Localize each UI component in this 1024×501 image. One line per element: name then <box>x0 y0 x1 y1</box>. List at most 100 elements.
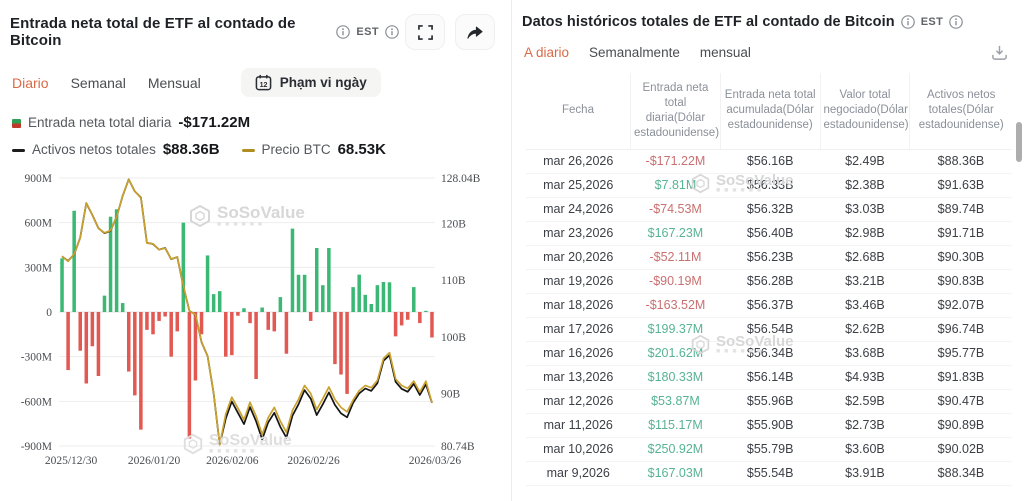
legend-value: $88.36B <box>162 141 220 158</box>
fullscreen-icon <box>417 24 433 40</box>
legend-value: 68.53K <box>337 141 386 158</box>
cell-fecha: mar 20,2026 <box>526 245 631 270</box>
date-range-button[interactable]: 12 Phạm vi ngày <box>240 68 381 97</box>
table-row[interactable]: mar 16,2026 $201.62M $56.34B $3.68B $95.77B <box>526 341 1012 366</box>
table-row[interactable]: mar 13,2026 $180.33M $56.14B $4.93B $91.83B <box>526 365 1012 390</box>
svg-text:100B: 100B <box>441 332 466 344</box>
cell-acumulada: $56.54B <box>720 317 821 342</box>
cell-activos: $90.89B <box>909 413 1012 438</box>
legend-item[interactable]: Activos netos totales $88.36B <box>12 138 220 162</box>
cell-negociado: $3.21B <box>820 269 910 294</box>
cell-fecha: mar 26,2026 <box>526 149 631 174</box>
right-tabs: A diario Semanalmente mensual <box>512 30 1024 61</box>
tab-semanal[interactable]: Semanal <box>70 74 126 91</box>
table-row[interactable]: mar 23,2026 $167.23M $56.40B $2.98B $91.71B <box>526 221 1012 246</box>
cell-acumulada: $55.90B <box>720 413 821 438</box>
cell-fecha: mar 13,2026 <box>526 365 631 390</box>
column-header: Fecha <box>526 73 631 150</box>
svg-text:-300M: -300M <box>21 352 52 364</box>
cell-acumulada: $56.40B <box>720 221 821 246</box>
table-row[interactable]: mar 9,2026 $167.03M $55.54B $3.91B $88.34B <box>526 461 1012 486</box>
legend-item[interactable]: Entrada neta total diaria -$171.22M <box>12 111 250 135</box>
column-header: Entrada neta total acumulada(Dólar estad… <box>720 73 821 150</box>
legend-label: Entrada neta total diaria <box>28 115 172 130</box>
svg-text:300M: 300M <box>25 262 52 274</box>
table-row[interactable]: mar 20,2026 -$52.11M $56.23B $2.68B $90.30B <box>526 245 1012 270</box>
cell-negociado: $2.68B <box>820 245 910 270</box>
cell-activos: $88.36B <box>909 149 1012 174</box>
svg-text:80.74B: 80.74B <box>441 441 475 453</box>
date-range-label: Phạm vi ngày <box>279 75 367 90</box>
cell-fecha: mar 25,2026 <box>526 173 631 198</box>
cell-activos: $95.77B <box>909 341 1012 366</box>
cell-diaria: $250.92M <box>630 437 721 462</box>
table-row[interactable]: mar 19,2026 -$90.19M $56.28B $3.21B $90.83B <box>526 269 1012 294</box>
download-button[interactable] <box>991 44 1014 61</box>
cell-diaria: $199.37M <box>630 317 721 342</box>
tab-a-diario[interactable]: A diario <box>524 45 570 60</box>
cell-negociado: $3.60B <box>820 437 910 462</box>
table-row[interactable]: mar 17,2026 $199.37M $56.54B $2.62B $96.74B <box>526 317 1012 342</box>
tab-semanalmente[interactable]: Semanalmente <box>589 45 680 60</box>
cell-activos: $96.74B <box>909 317 1012 342</box>
cell-diaria: $201.62M <box>630 341 721 366</box>
table-row[interactable]: mar 26,2026 -$171.22M $56.16B $2.49B $88.36B <box>526 149 1012 174</box>
cell-fecha: mar 9,2026 <box>526 461 631 486</box>
cell-fecha: mar 19,2026 <box>526 269 631 294</box>
info-icon[interactable] <box>949 15 964 29</box>
cell-fecha: mar 24,2026 <box>526 197 631 222</box>
cell-acumulada: $56.32B <box>720 197 821 222</box>
tab-mensual-right[interactable]: mensual <box>699 45 751 60</box>
tab-diario[interactable]: Diario <box>12 74 49 91</box>
cell-diaria: $167.03M <box>630 461 721 486</box>
info-icon[interactable] <box>385 25 399 39</box>
cell-fecha: mar 18,2026 <box>526 293 631 318</box>
cell-acumulada: $55.96B <box>720 389 821 414</box>
cell-acumulada: $56.37B <box>720 293 821 318</box>
svg-text:-900M: -900M <box>21 441 52 453</box>
left-panel-header: Entrada neta total de ETF al contado de … <box>0 0 511 50</box>
table-row[interactable]: mar 11,2026 $115.17M $55.90B $2.73B $90.89B <box>526 413 1012 438</box>
cell-negociado: $3.68B <box>820 341 910 366</box>
table-row[interactable]: mar 24,2026 -$74.53M $56.32B $3.03B $89.74B <box>526 197 1012 222</box>
share-icon <box>467 26 483 39</box>
table-row[interactable]: mar 12,2026 $53.87M $55.96B $2.59B $90.47B <box>526 389 1012 414</box>
info-icon[interactable] <box>336 25 351 39</box>
legend-label: Activos netos totales <box>32 142 156 157</box>
legend-item[interactable]: Precio BTC 68.53K <box>241 138 386 162</box>
svg-text:-600M: -600M <box>21 396 52 408</box>
column-header: Valor total negociado(Dólar estadouniden… <box>820 73 911 150</box>
svg-text:600M: 600M <box>25 218 52 230</box>
cell-diaria: -$171.22M <box>630 149 721 174</box>
cell-fecha: mar 12,2026 <box>526 389 631 414</box>
cell-activos: $90.30B <box>909 245 1012 270</box>
est-label: EST <box>356 26 379 38</box>
cell-negociado: $2.98B <box>820 221 910 246</box>
cell-acumulada: $55.79B <box>720 437 821 462</box>
svg-text:0: 0 <box>46 307 52 319</box>
table-row[interactable]: mar 25,2026 $7.81M $56.33B $2.38B $91.63B <box>526 173 1012 198</box>
svg-text:128.04B: 128.04B <box>441 173 481 185</box>
tab-mensual[interactable]: Mensual <box>147 74 201 91</box>
cell-activos: $89.74B <box>909 197 1012 222</box>
cell-activos: $91.63B <box>909 173 1012 198</box>
cell-diaria: -$90.19M <box>630 269 721 294</box>
cell-negociado: $3.03B <box>820 197 910 222</box>
info-icon[interactable] <box>900 15 915 29</box>
cell-activos: $88.34B <box>909 461 1012 486</box>
cell-fecha: mar 10,2026 <box>526 437 631 462</box>
cell-fecha: mar 23,2026 <box>526 221 631 246</box>
share-button[interactable] <box>455 14 495 50</box>
table-row[interactable]: mar 10,2026 $250.92M $55.79B $3.60B $90.02B <box>526 437 1012 462</box>
right-panel-header: Datos históricos totales de ETF al conta… <box>512 0 1024 30</box>
etf-history-table: Fecha Entrada neta total diaria(Dólar est… <box>526 73 1012 486</box>
calendar-icon: 12 <box>255 74 272 91</box>
cell-diaria: $53.87M <box>630 389 721 414</box>
table-scrollbar[interactable] <box>1016 122 1022 162</box>
table-header-row: Fecha Entrada neta total diaria(Dólar est… <box>526 73 1012 150</box>
table-row[interactable]: mar 18,2026 -$163.52M $56.37B $3.46B $92.07B <box>526 293 1012 318</box>
est-label: EST <box>920 16 944 28</box>
column-header: Entrada neta total diaria(Dólar estadoun… <box>630 73 721 150</box>
cell-negociado: $2.49B <box>820 149 910 174</box>
fullscreen-button[interactable] <box>405 14 445 50</box>
